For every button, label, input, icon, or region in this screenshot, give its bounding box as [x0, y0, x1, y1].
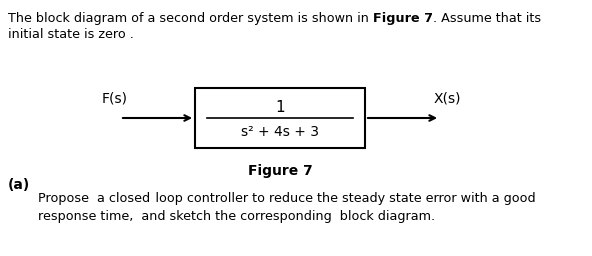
Text: F(s): F(s) — [102, 92, 128, 106]
Text: Propose  a closed  loop controller to reduce the steady state error with a good: Propose a closed loop controller to redu… — [38, 192, 536, 205]
Text: . Assume that its: . Assume that its — [433, 12, 541, 25]
Text: Figure 7: Figure 7 — [373, 12, 433, 25]
Text: response time,  and sketch the corresponding  block diagram.: response time, and sketch the correspond… — [38, 210, 435, 223]
Text: s² + 4s + 3: s² + 4s + 3 — [241, 125, 319, 139]
Text: X(s): X(s) — [433, 92, 461, 106]
Bar — [195, 88, 365, 148]
Text: Figure 7: Figure 7 — [247, 164, 313, 178]
Text: The block diagram of a second order system is shown in: The block diagram of a second order syst… — [8, 12, 373, 25]
Text: (a): (a) — [8, 178, 30, 192]
Text: initial state is zero .: initial state is zero . — [8, 28, 134, 41]
Text: 1: 1 — [275, 100, 285, 115]
